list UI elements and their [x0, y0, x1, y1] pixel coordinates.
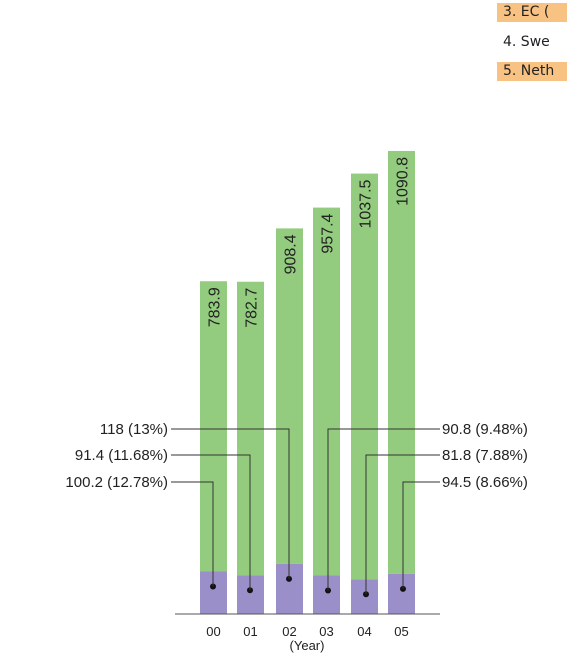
- total-label-02: 908.4: [283, 234, 300, 274]
- x-tick-00: 00: [206, 624, 220, 639]
- x-tick-labels-group: 00 01 02 03 04 05: [206, 624, 408, 639]
- total-label-05: 1090.8: [395, 157, 412, 206]
- bar-lower-03: [313, 575, 340, 614]
- callout-line-05: [402, 481, 440, 589]
- value-labels-group: 783.9 782.7 908.4 957.4 1037.5 1090.8: [207, 157, 412, 328]
- bar-lower-05: [388, 573, 415, 614]
- legend-item-2: 4. Swe: [503, 34, 550, 50]
- bars-group: [200, 150, 415, 614]
- callout-label-02: 118 (13%): [100, 421, 168, 438]
- callouts-group: 100.2 (12.78%) 91.4 (11.68%) 118 (13%) 90.8…: [65, 421, 528, 598]
- callout-line-02: [171, 428, 290, 579]
- x-tick-02: 02: [282, 624, 296, 639]
- bar-upper-05: [388, 150, 415, 574]
- callout-line-00: [171, 481, 214, 587]
- callout-label-00: 100.2 (12.78%): [65, 474, 168, 491]
- callout-label-05: 94.5 (8.66%): [442, 474, 528, 491]
- legend-item-3: 5. Neth: [497, 62, 567, 81]
- total-label-00: 783.9: [207, 287, 224, 327]
- x-axis-label: (Year): [290, 638, 325, 653]
- total-label-01: 782.7: [244, 288, 261, 328]
- legend-item-1: 3. EC (: [497, 3, 567, 22]
- bar-upper-03: [313, 207, 340, 576]
- callout-line-03: [327, 428, 440, 591]
- x-tick-03: 03: [319, 624, 333, 639]
- x-tick-05: 05: [394, 624, 408, 639]
- bar-upper-04: [351, 173, 378, 580]
- total-label-04: 1037.5: [358, 179, 375, 228]
- callout-line-01: [171, 454, 251, 591]
- x-tick-04: 04: [357, 624, 371, 639]
- callout-label-03: 90.8 (9.48%): [442, 421, 528, 438]
- callout-label-04: 81.8 (7.88%): [442, 447, 528, 464]
- x-tick-01: 01: [243, 624, 257, 639]
- total-label-03: 957.4: [320, 213, 337, 253]
- callout-line-04: [365, 454, 440, 595]
- callout-label-01: 91.4 (11.68%): [75, 447, 168, 464]
